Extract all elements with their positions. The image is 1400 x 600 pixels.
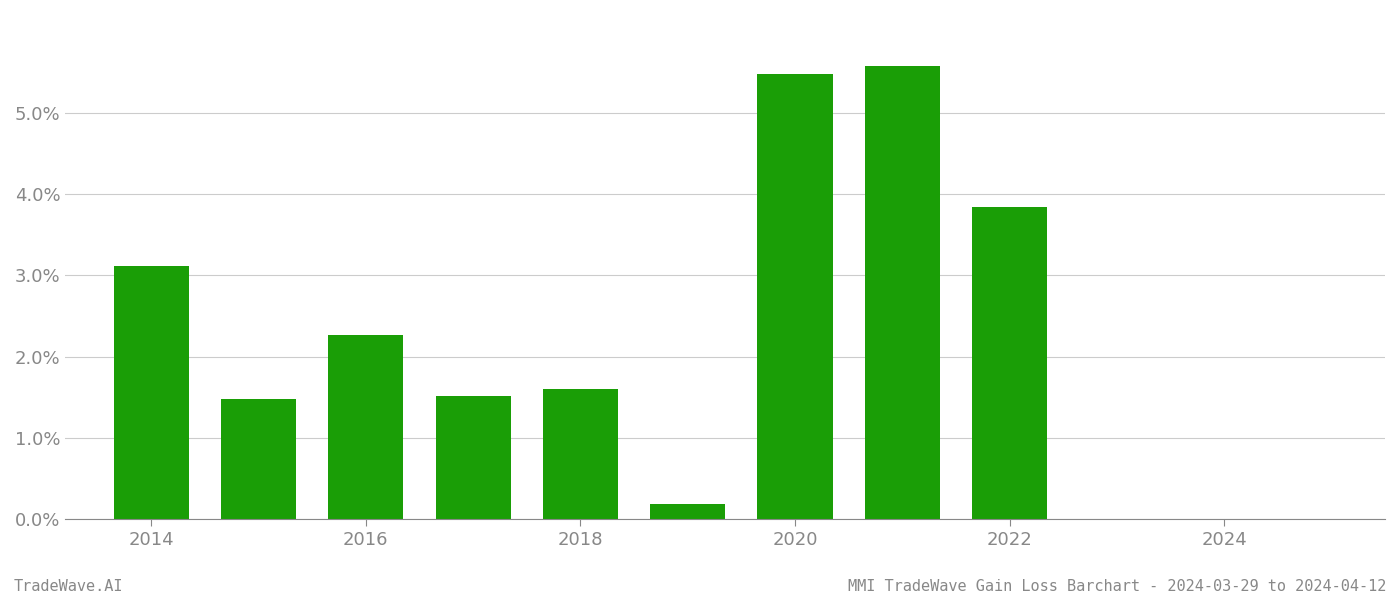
Text: MMI TradeWave Gain Loss Barchart - 2024-03-29 to 2024-04-12: MMI TradeWave Gain Loss Barchart - 2024-… xyxy=(847,579,1386,594)
Bar xyxy=(113,266,189,519)
Bar xyxy=(435,397,511,519)
Text: TradeWave.AI: TradeWave.AI xyxy=(14,579,123,594)
Bar xyxy=(221,399,297,519)
Bar xyxy=(650,504,725,519)
Bar xyxy=(865,66,939,519)
Bar xyxy=(543,389,617,519)
Bar xyxy=(329,335,403,519)
Bar xyxy=(972,207,1047,519)
Bar xyxy=(757,74,833,519)
